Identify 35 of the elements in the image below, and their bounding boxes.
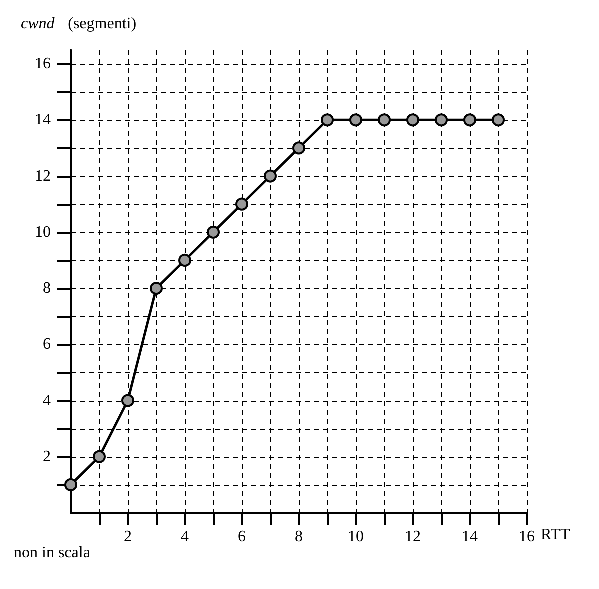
point xyxy=(406,114,420,127)
y-axis-title: cwnd (segmenti) xyxy=(21,16,137,32)
point xyxy=(464,114,476,127)
x-axis-title: RTT xyxy=(541,526,570,544)
y-tick-label: 6 xyxy=(43,336,51,354)
x-tick-label: 14 xyxy=(462,528,478,546)
point xyxy=(150,282,163,296)
point xyxy=(236,198,248,211)
y-tick-label: 12 xyxy=(35,168,51,185)
x-tick-label: 4 xyxy=(181,528,189,546)
point xyxy=(264,170,277,183)
point xyxy=(122,394,134,408)
x-tick-label: 6 xyxy=(238,528,246,546)
x-tick-label: 8 xyxy=(295,528,303,546)
y-tick-label: 8 xyxy=(43,280,51,298)
y-tick-label: 2 xyxy=(43,448,51,466)
point xyxy=(93,450,106,464)
x-tick-label: 2 xyxy=(124,528,132,546)
x-tick-label: 16 xyxy=(519,528,535,546)
point xyxy=(292,142,306,155)
x-tick-label: 10 xyxy=(348,528,364,546)
point xyxy=(435,114,448,127)
text: non in scala xyxy=(14,544,90,562)
point xyxy=(64,478,78,492)
point xyxy=(321,114,334,127)
point xyxy=(178,254,192,267)
point xyxy=(378,114,391,127)
x-tick-label: 12 xyxy=(405,528,421,546)
point xyxy=(492,114,505,127)
y-tick-label: 14 xyxy=(35,112,51,129)
y-tick-label: 16 xyxy=(35,56,51,73)
y-tick-label: 10 xyxy=(35,224,51,241)
point xyxy=(207,226,220,239)
y-tick-label: 4 xyxy=(43,392,51,410)
point xyxy=(350,114,362,127)
